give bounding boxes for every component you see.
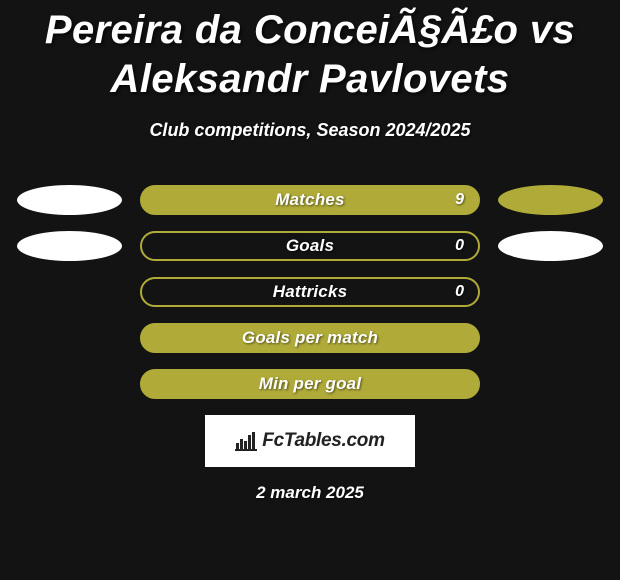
stat-value: 9 <box>455 191 464 209</box>
stat-row: Hattricks 0 <box>0 277 620 307</box>
right-oval-spacer <box>498 277 603 307</box>
stat-label: Goals per match <box>242 328 378 348</box>
left-oval <box>17 231 122 261</box>
logo-text: FcTables.com <box>262 430 384 452</box>
left-oval-spacer <box>17 369 122 399</box>
comparison-infographic: Pereira da ConceiÃ§Ã£o vs Aleksandr Pavl… <box>0 0 620 580</box>
footer-date: 2 march 2025 <box>0 483 620 503</box>
logo-box: FcTables.com <box>205 415 415 467</box>
stats-container: Matches 9 Goals 0 Hattricks 0 Goals per match M… <box>0 185 620 399</box>
stat-bar: Min per goal <box>140 369 480 399</box>
stat-value: 0 <box>455 283 464 301</box>
stat-row: Goals 0 <box>0 231 620 261</box>
stat-bar: Goals 0 <box>140 231 480 261</box>
stat-bar: Goals per match <box>140 323 480 353</box>
right-oval-spacer <box>498 369 603 399</box>
stat-label: Goals <box>286 236 334 256</box>
right-oval-spacer <box>498 323 603 353</box>
stat-label: Min per goal <box>259 374 362 394</box>
chart-bar-icon <box>235 431 257 451</box>
stat-row: Matches 9 <box>0 185 620 215</box>
left-oval-spacer <box>17 277 122 307</box>
stat-label: Hattricks <box>273 282 348 302</box>
left-oval-spacer <box>17 323 122 353</box>
right-oval <box>498 185 603 215</box>
stat-bar: Matches 9 <box>140 185 480 215</box>
stat-row: Goals per match <box>0 323 620 353</box>
stat-row: Min per goal <box>0 369 620 399</box>
stat-bar: Hattricks 0 <box>140 277 480 307</box>
page-title: Pereira da ConceiÃ§Ã£o vs Aleksandr Pavl… <box>0 0 620 104</box>
stat-value: 0 <box>455 237 464 255</box>
right-oval <box>498 231 603 261</box>
stat-label: Matches <box>275 190 344 210</box>
left-oval <box>17 185 122 215</box>
subtitle: Club competitions, Season 2024/2025 <box>0 120 620 141</box>
